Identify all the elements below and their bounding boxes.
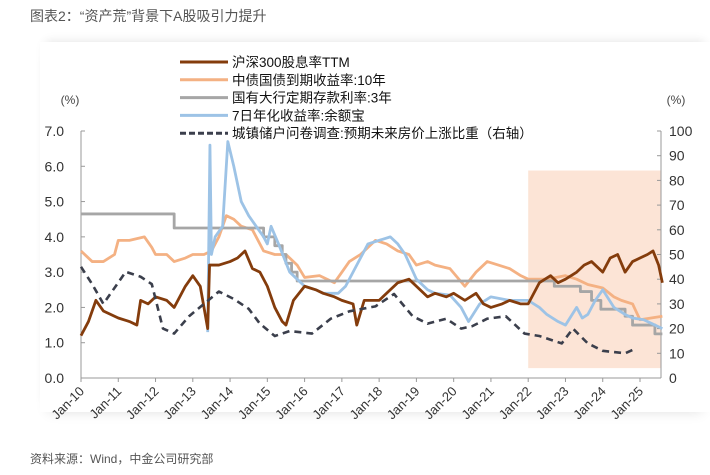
x-tick-label: Jan-13 <box>160 384 199 423</box>
x-tick-label: Jan-25 <box>607 384 646 423</box>
legend-label: 沪深300股息率TTM <box>232 54 350 70</box>
legend-label: 国有大行定期存款利率:3年 <box>232 90 392 106</box>
series-line-3 <box>206 140 663 333</box>
right-tick-label: 60 <box>669 222 685 238</box>
x-tick-label: Jan-24 <box>570 384 609 423</box>
left-tick-label: 7.0 <box>45 123 65 139</box>
x-tick-label: Jan-15 <box>235 384 274 423</box>
right-tick-label: 30 <box>669 296 685 312</box>
left-axis-unit: (%) <box>61 93 80 107</box>
right-tick-label: 100 <box>669 123 693 139</box>
right-tick-label: 50 <box>669 247 685 263</box>
x-tick-label: Jan-17 <box>309 384 348 423</box>
x-tick-label: Jan-23 <box>533 384 572 423</box>
x-tick-label: Jan-18 <box>347 384 386 423</box>
highlight-region <box>528 170 661 369</box>
right-axis-unit: (%) <box>667 93 686 107</box>
right-tick-label: 90 <box>669 148 685 164</box>
x-tick-label: Jan-12 <box>123 384 162 423</box>
x-tick-label: Jan-21 <box>458 384 497 423</box>
x-tick-label: Jan-16 <box>272 384 311 423</box>
right-tick-label: 70 <box>669 197 685 213</box>
left-tick-label: 0.0 <box>45 370 65 386</box>
x-tick-label: Jan-19 <box>384 384 423 423</box>
right-tick-label: 0 <box>669 370 677 386</box>
series-line-4 <box>79 266 637 355</box>
source-note: 资料来源：Wind，中金公司研究部 <box>30 452 214 466</box>
x-tick-label: Jan-10 <box>48 384 87 423</box>
x-tick-label: Jan-11 <box>86 384 124 422</box>
right-tick-label: 80 <box>669 172 685 188</box>
left-tick-label: 4.0 <box>45 229 65 245</box>
legend-label: 中债国债到期收益率:10年 <box>232 72 386 88</box>
legend-label: 城镇储户问卷调查:预期未来房价上涨比重（右轴） <box>232 125 533 141</box>
x-tick-label: Jan-20 <box>421 384 460 423</box>
series-line-1 <box>80 214 663 322</box>
left-tick-label: 1.0 <box>45 335 65 351</box>
left-tick-label: 2.0 <box>45 299 65 315</box>
legend-label: 7日年化收益率:余额宝 <box>232 107 365 123</box>
figure-title: 图表2：“资产荒”背景下A股吸引力提升 <box>30 8 267 24</box>
x-tick-label: Jan-22 <box>496 384 535 423</box>
x-tick-label: Jan-14 <box>197 384 236 423</box>
left-tick-label: 6.0 <box>45 158 65 174</box>
right-tick-label: 10 <box>669 345 685 361</box>
series-line-0 <box>79 249 664 337</box>
left-tick-label: 3.0 <box>45 264 65 280</box>
right-tick-label: 40 <box>669 271 685 287</box>
left-tick-label: 5.0 <box>45 194 65 210</box>
right-tick-label: 20 <box>669 321 685 337</box>
